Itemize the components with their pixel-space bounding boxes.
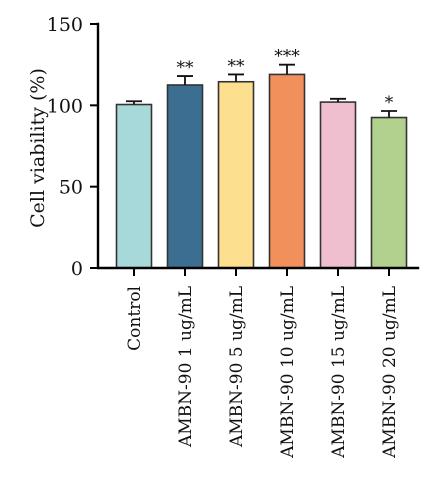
category-label-4: AMBN-90 10 ug/mL — [278, 286, 298, 459]
significance-label-2: ** — [177, 58, 195, 78]
y-axis-title: Cell viability (%) — [27, 68, 49, 228]
significance-label-6: * — [385, 93, 394, 113]
category-label-1: Control — [125, 286, 145, 351]
error-bar-5 — [330, 97, 346, 103]
error-bar-2 — [177, 75, 193, 85]
chart-axes — [96, 22, 420, 270]
bar-5 — [319, 101, 357, 269]
bar-1 — [115, 103, 153, 269]
category-labels: Control AMBN-90 1 ug/mL AMBN-90 5 ug/mL AMB… — [125, 268, 400, 459]
y-axis-ticks: 0 50 100 150 — [47, 14, 98, 280]
significance-label-4: *** — [274, 47, 300, 67]
y-tick-label: 150 — [47, 14, 83, 36]
category-label-3: AMBN-90 5 ug/mL — [227, 286, 247, 448]
category-label-2: AMBN-90 1 ug/mL — [176, 286, 196, 448]
bar-2 — [166, 84, 204, 269]
error-bar-6 — [381, 110, 397, 118]
error-bar-1 — [126, 100, 142, 105]
y-tick-label: 100 — [47, 95, 83, 117]
error-bars — [126, 63, 397, 118]
significance-labels: ** ** **** — [177, 47, 394, 113]
error-bar-3 — [228, 73, 244, 82]
error-bar-4 — [279, 63, 295, 75]
bars — [115, 73, 408, 269]
category-label-5: AMBN-90 15 ug/mL — [329, 286, 349, 459]
significance-label-3: ** — [228, 56, 246, 76]
y-tick-label: 0 — [71, 258, 83, 280]
bar-4 — [268, 73, 306, 269]
category-label-6: AMBN-90 20 ug/mL — [380, 286, 400, 459]
y-tick-label: 50 — [59, 177, 83, 199]
bar-3 — [217, 80, 255, 269]
bar-6 — [370, 116, 408, 269]
